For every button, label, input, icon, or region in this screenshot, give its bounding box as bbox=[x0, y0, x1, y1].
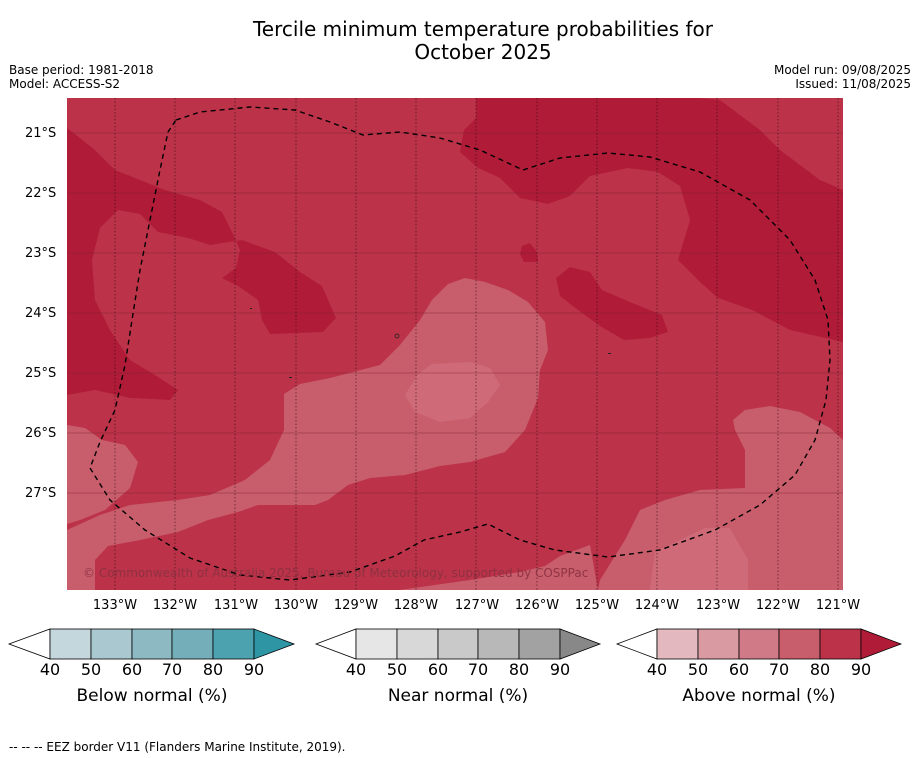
probability-map bbox=[67, 98, 843, 590]
colorbar-near-tick: 40 bbox=[345, 660, 367, 679]
colorbar-near-tick: 70 bbox=[467, 660, 489, 679]
colorbar-near-tick: 60 bbox=[427, 660, 449, 679]
colorbar-near-bin-1 bbox=[355, 628, 398, 660]
colorbar-near-bin-3 bbox=[437, 628, 479, 660]
colorbar-below-bin-5 bbox=[212, 628, 255, 660]
colorbar-below-label: Below normal (%) bbox=[76, 686, 228, 706]
zone-dark-north bbox=[460, 98, 843, 342]
colorbar-near-tick: 90 bbox=[549, 660, 571, 679]
colorbar-below-tick: 60 bbox=[121, 660, 143, 679]
lat-label: 21°S bbox=[25, 126, 57, 141]
colorbar-above-bin-3 bbox=[738, 628, 780, 660]
map-title: Tercile minimum temperature probabilitie… bbox=[0, 18, 919, 64]
colorbar-above-tick: 70 bbox=[768, 660, 790, 679]
base-period: Base period: 1981-2018 bbox=[9, 63, 154, 77]
lat-label: 24°S bbox=[25, 306, 57, 321]
lon-label: 128°W bbox=[393, 598, 439, 613]
lat-label: 27°S bbox=[25, 486, 57, 501]
lon-label: 124°W bbox=[634, 598, 680, 613]
copyright-notice: © Commonwealth of Australia 2025, Bureau… bbox=[83, 566, 589, 580]
colorbar-below-bin-1 bbox=[49, 628, 92, 660]
title-line-1: Tercile minimum temperature probabilitie… bbox=[252, 17, 714, 41]
colorbar-above-bin-5 bbox=[819, 628, 862, 660]
colorbar-near bbox=[314, 628, 602, 660]
zone-light-southeast bbox=[598, 406, 843, 590]
lat-label: 23°S bbox=[25, 246, 57, 261]
lon-label: 127°W bbox=[454, 598, 500, 613]
colorbar-near-tick: 50 bbox=[386, 660, 408, 679]
lon-label: 121°W bbox=[815, 598, 861, 613]
lon-label: 125°W bbox=[574, 598, 620, 613]
colorbar-below-bin-3 bbox=[131, 628, 173, 660]
zone-lightest-south bbox=[650, 528, 748, 590]
zone-dark-spot bbox=[520, 243, 538, 262]
colorbar-below-bin-2 bbox=[90, 628, 133, 660]
lon-label: 129°W bbox=[333, 598, 379, 613]
colorbar-above-bin-2 bbox=[697, 628, 740, 660]
lat-label: 22°S bbox=[25, 186, 57, 201]
colorbar-below-tick: 40 bbox=[39, 660, 61, 679]
longitude-grid bbox=[114, 98, 839, 590]
colorbar-above-max-arrow bbox=[860, 628, 903, 660]
zone-light-west bbox=[67, 425, 138, 524]
colorbar-near-min-arrow bbox=[314, 628, 357, 660]
model-run: Model run: 09/08/2025 bbox=[773, 63, 911, 77]
title-line-2: October 2025 bbox=[414, 40, 552, 64]
colorbar-above-tick: 90 bbox=[850, 660, 872, 679]
colorbar-near-bin-4 bbox=[477, 628, 520, 660]
island-markers bbox=[250, 308, 611, 378]
lon-label: 130°W bbox=[273, 598, 319, 613]
lon-label: 133°W bbox=[92, 598, 138, 613]
colorbar-above bbox=[615, 628, 903, 660]
colorbar-above-tick: 40 bbox=[646, 660, 668, 679]
colorbar-above-tick: 60 bbox=[728, 660, 750, 679]
colorbar-near-tick: 80 bbox=[508, 660, 530, 679]
meta-left: Base period: 1981-2018 Model: ACCESS-S2 bbox=[9, 63, 154, 91]
colorbar-below-tick: 90 bbox=[243, 660, 265, 679]
colorbar-below-tick: 70 bbox=[161, 660, 183, 679]
colorbar-below-tick: 80 bbox=[202, 660, 224, 679]
colorbar-below-tick: 50 bbox=[80, 660, 102, 679]
lon-label: 126°W bbox=[514, 598, 560, 613]
zone-light-central bbox=[67, 278, 598, 590]
colorbar-near-max-arrow bbox=[559, 628, 602, 660]
lat-label: 26°S bbox=[25, 426, 57, 441]
lon-label: 132°W bbox=[152, 598, 198, 613]
colorbar-above-bin-4 bbox=[778, 628, 821, 660]
colorbar-above-tick: 50 bbox=[687, 660, 709, 679]
colorbar-near-bin-2 bbox=[396, 628, 439, 660]
latitude-grid bbox=[67, 132, 843, 494]
zone-dark-west bbox=[67, 98, 336, 400]
colorbar-above-tick: 80 bbox=[809, 660, 831, 679]
lat-label: 25°S bbox=[25, 366, 57, 381]
meta-right: Model run: 09/08/2025 Issued: 11/08/2025 bbox=[774, 63, 911, 91]
colorbar-above-min-arrow bbox=[615, 628, 658, 660]
colorbar-above-label: Above normal (%) bbox=[682, 686, 836, 706]
issued-date: Issued: 11/08/2025 bbox=[795, 77, 911, 91]
eez-border bbox=[89, 106, 831, 581]
colorbar-below-min-arrow bbox=[7, 628, 51, 660]
colorbar-near-label: Near normal (%) bbox=[387, 686, 529, 706]
eez-legend-note: -- -- -- EEZ border V11 (Flanders Marine… bbox=[9, 740, 346, 754]
lon-label: 123°W bbox=[695, 598, 741, 613]
lon-label: 131°W bbox=[213, 598, 259, 613]
colorbar-below-bin-4 bbox=[171, 628, 214, 660]
model-name: Model: ACCESS-S2 bbox=[9, 77, 121, 91]
colorbar-near-bin-5 bbox=[518, 628, 561, 660]
colorbar-below-max-arrow bbox=[253, 628, 296, 660]
zone-dark-central bbox=[556, 267, 668, 340]
lon-label: 122°W bbox=[755, 598, 801, 613]
colorbar-below bbox=[7, 628, 296, 660]
colorbar-above-bin-1 bbox=[656, 628, 699, 660]
